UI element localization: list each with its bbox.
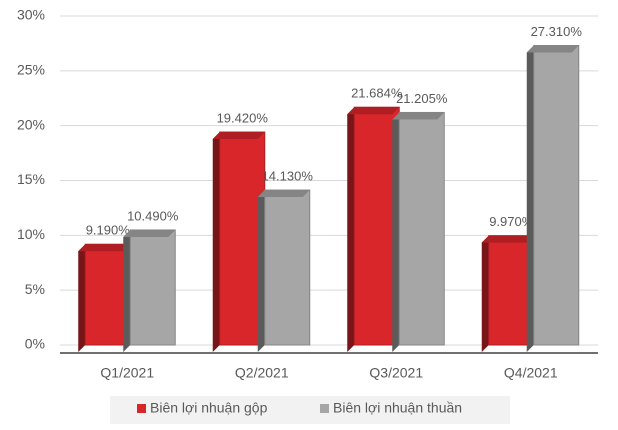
x-tick-label: Q4/2021 bbox=[504, 365, 558, 381]
y-tick-label: 5% bbox=[25, 281, 45, 297]
bar-side bbox=[347, 107, 355, 353]
x-tick-label: Q3/2021 bbox=[369, 365, 423, 381]
y-tick-label: 15% bbox=[17, 171, 45, 187]
bar-side bbox=[123, 229, 131, 352]
bar-side bbox=[481, 235, 489, 352]
value-label: 27.310% bbox=[531, 24, 583, 39]
bar bbox=[398, 111, 445, 346]
legend-swatch bbox=[320, 404, 329, 413]
bar-side bbox=[526, 45, 534, 352]
y-tick-label: 25% bbox=[17, 62, 45, 78]
bar bbox=[353, 106, 400, 346]
value-label: 9.190% bbox=[86, 223, 131, 238]
value-label: 14.130% bbox=[262, 168, 314, 183]
bar-top bbox=[392, 112, 445, 120]
bar-top bbox=[526, 45, 579, 53]
bar bbox=[264, 189, 311, 346]
bar-side bbox=[257, 190, 265, 352]
value-label: 9.970% bbox=[489, 214, 534, 229]
bar-top bbox=[123, 229, 176, 237]
bar-top bbox=[212, 132, 265, 140]
y-tick-label: 20% bbox=[17, 116, 45, 132]
bar-side bbox=[78, 244, 86, 352]
legend-label: Biên lợi nhuận gộp bbox=[150, 400, 268, 416]
y-tick-label: 0% bbox=[25, 336, 45, 352]
bar-top bbox=[347, 107, 400, 115]
bar-side bbox=[212, 132, 220, 352]
bar-top bbox=[481, 235, 534, 243]
value-label: 21.684% bbox=[351, 86, 403, 101]
legend-swatch bbox=[137, 404, 146, 413]
x-tick-label: Q2/2021 bbox=[235, 365, 289, 381]
legend-box bbox=[110, 396, 510, 424]
bar bbox=[533, 45, 580, 346]
bar-side bbox=[392, 112, 400, 352]
value-label: 21.205% bbox=[396, 91, 448, 106]
bar-top bbox=[78, 244, 131, 252]
y-tick-label: 10% bbox=[17, 226, 45, 242]
value-label: 10.490% bbox=[127, 208, 179, 223]
value-label: 19.420% bbox=[217, 110, 269, 125]
y-tick-label: 30% bbox=[17, 7, 45, 23]
bar bbox=[129, 229, 176, 346]
bar-top bbox=[257, 190, 310, 198]
x-tick-label: Q1/2021 bbox=[100, 365, 154, 381]
legend-label: Biên lợi nhuận thuần bbox=[333, 400, 462, 416]
